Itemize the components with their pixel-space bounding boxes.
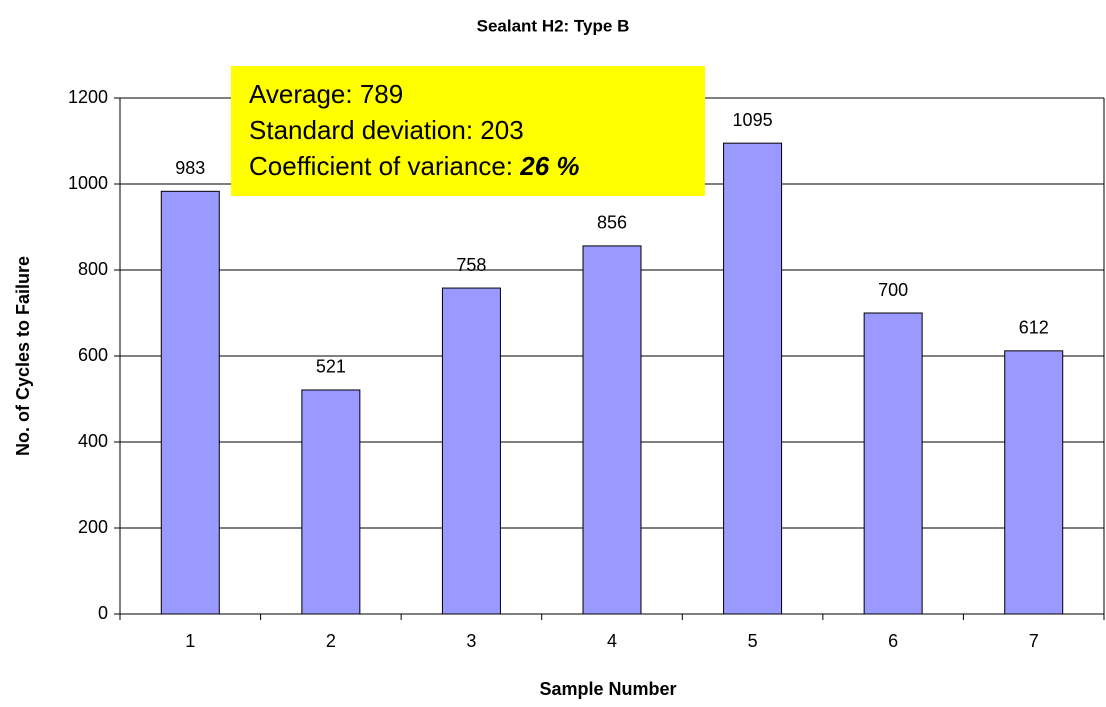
x-axis-label: Sample Number: [539, 679, 676, 699]
x-tick-label: 1: [185, 631, 195, 651]
x-tick-label: 6: [888, 631, 898, 651]
y-tick-label: 1200: [68, 87, 108, 107]
bar: [582, 245, 642, 615]
bar: [723, 142, 783, 615]
annotation-line: Standard deviation: 203: [249, 115, 524, 145]
y-tick-label: 600: [78, 345, 108, 365]
x-tick-label: 2: [326, 631, 336, 651]
data-label: 856: [597, 213, 627, 233]
data-label: 1095: [733, 110, 773, 130]
annotation-line: Coefficient of variance: 26 %: [249, 151, 580, 181]
annotation-box: [231, 66, 705, 196]
annotation-value: 26 %: [519, 151, 579, 181]
y-tick-label: 0: [98, 603, 108, 623]
annotation-line: Average: 789: [249, 79, 403, 109]
data-label: 612: [1019, 318, 1049, 338]
chart-title: Sealant H2: Type B: [477, 16, 630, 35]
y-tick-label: 800: [78, 259, 108, 279]
x-tick-label: 7: [1029, 631, 1039, 651]
data-label: 758: [456, 255, 486, 275]
bar: [863, 312, 923, 615]
bar: [160, 190, 220, 615]
data-label: 983: [175, 158, 205, 178]
bar: [1004, 350, 1064, 615]
bar: [301, 389, 361, 615]
y-tick-label: 400: [78, 431, 108, 451]
x-tick-label: 5: [748, 631, 758, 651]
data-label: 521: [316, 357, 346, 377]
bar: [441, 287, 501, 615]
x-tick-label: 3: [466, 631, 476, 651]
data-label: 700: [878, 280, 908, 300]
x-tick-label: 4: [607, 631, 617, 651]
y-axis-label: No. of Cycles to Failure: [13, 256, 33, 456]
annotation-label: Coefficient of variance:: [249, 151, 513, 181]
y-tick-label: 200: [78, 517, 108, 537]
y-tick-label: 1000: [68, 173, 108, 193]
